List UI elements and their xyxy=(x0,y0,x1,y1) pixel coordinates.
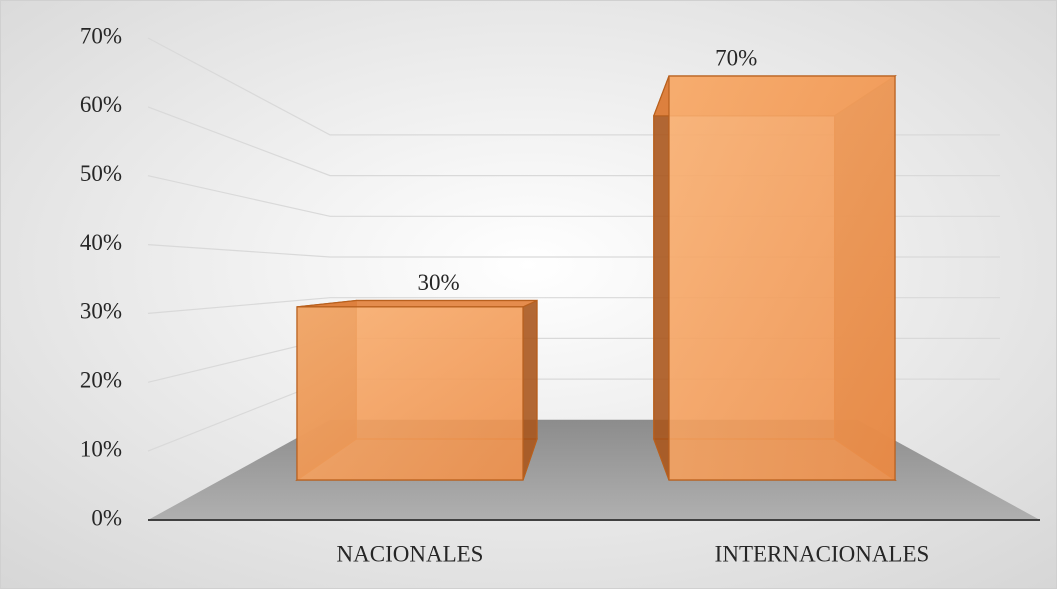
bar-left xyxy=(653,75,670,481)
value-label: 70% xyxy=(715,45,757,70)
y-tick-label: 50% xyxy=(80,161,122,186)
x-tick-label: INTERNACIONALES xyxy=(715,541,930,566)
x-tick-label: NACIONALES xyxy=(337,541,484,566)
bar-front xyxy=(668,75,896,481)
y-tick-label: 20% xyxy=(80,368,122,393)
y-tick-label: 40% xyxy=(80,230,122,255)
y-tick-label: 60% xyxy=(80,92,122,117)
y-tick-label: 10% xyxy=(80,436,122,461)
y-tick-label: 70% xyxy=(80,23,122,48)
value-label: 30% xyxy=(418,270,460,295)
y-tick-label: 0% xyxy=(91,505,122,530)
bar-front xyxy=(296,306,524,481)
y-tick-label: 30% xyxy=(80,299,122,324)
